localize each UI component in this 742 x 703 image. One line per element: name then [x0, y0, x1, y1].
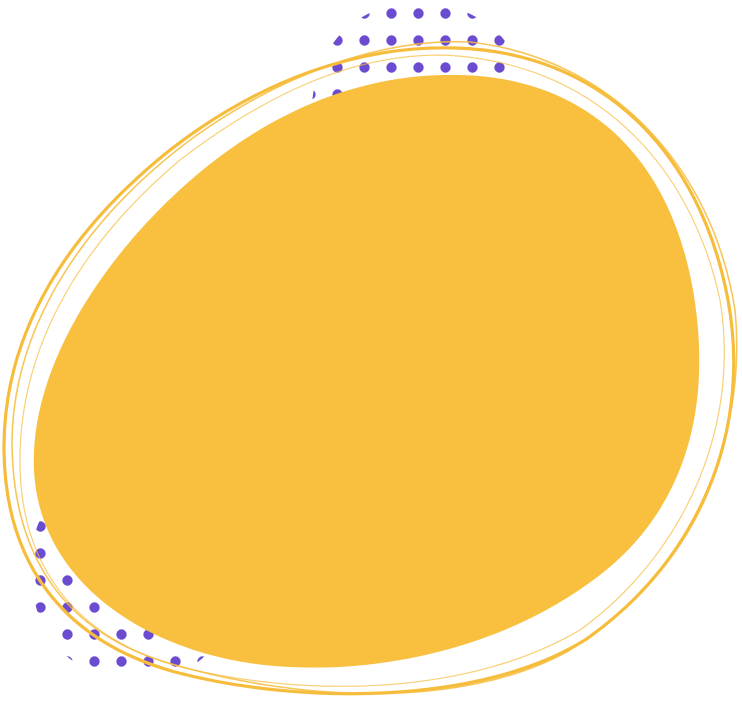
sketch-outline-ring [2, 40, 738, 696]
yellow-blob [33, 74, 700, 668]
